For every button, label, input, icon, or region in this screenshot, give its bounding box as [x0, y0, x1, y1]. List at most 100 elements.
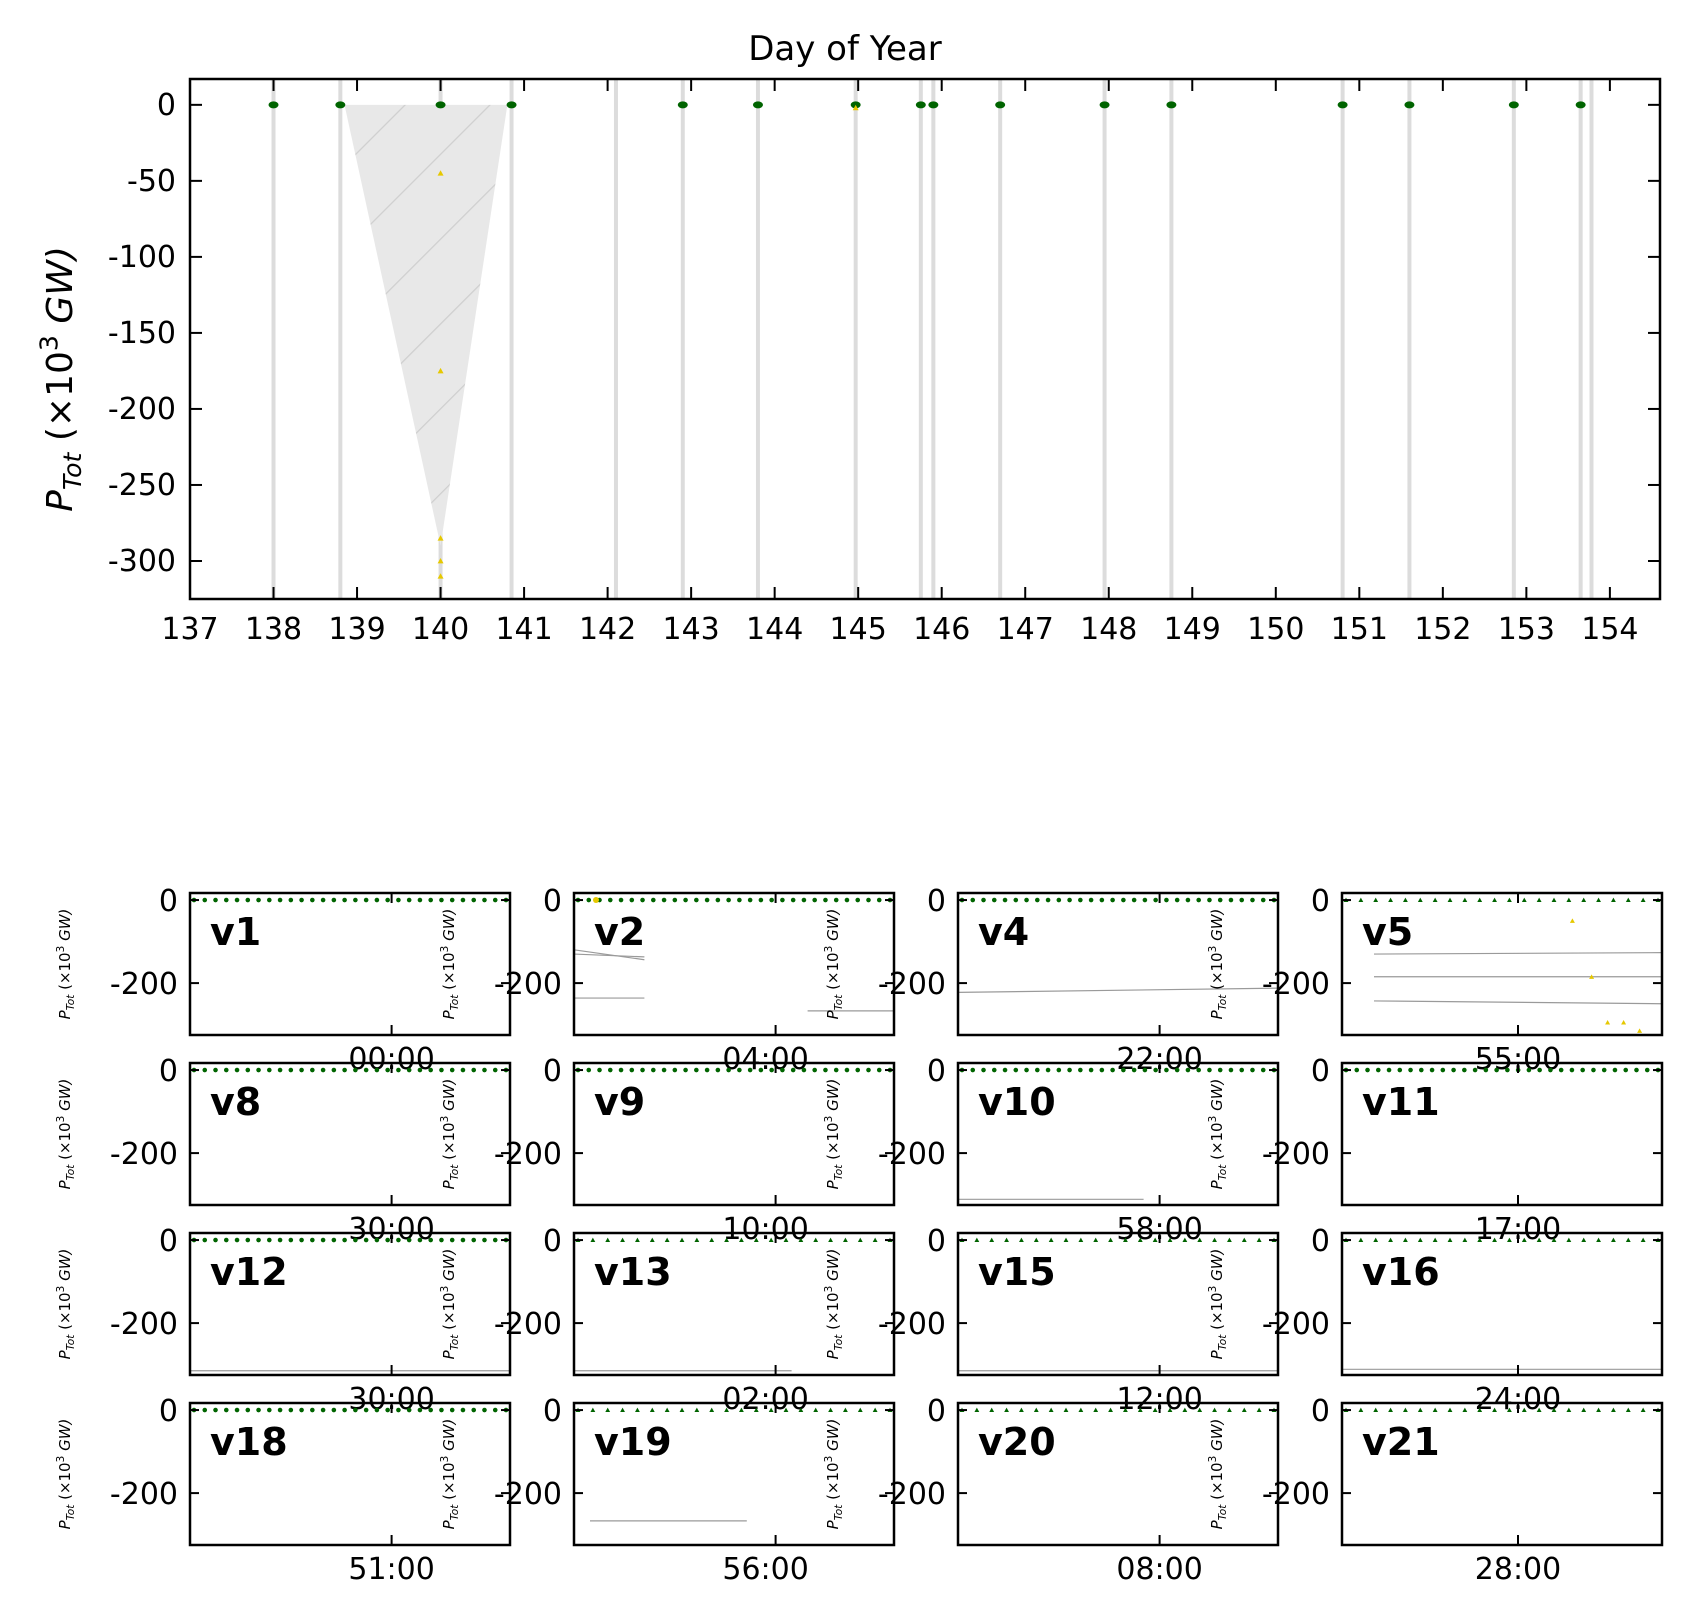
series0-point-8: [928, 101, 939, 109]
subplot-v11-point-13: [1483, 1067, 1489, 1073]
subplot-v18-point-13: [331, 1407, 337, 1413]
subplot-v19-point-20: [872, 1407, 878, 1412]
x-tick-label-141: 141: [495, 612, 552, 647]
subplot-v18-point-14: [342, 1407, 347, 1413]
subplot-v19-point-3: [620, 1407, 625, 1412]
subplot-v11-point-24: [1601, 1067, 1607, 1073]
subplot-v5-yellow-2: [1605, 1020, 1611, 1025]
subplot-v13-ylabel-sup: 3: [439, 1286, 451, 1293]
subplot-v11-point-4: [1386, 1067, 1392, 1073]
subplot-v16-point-10: [1492, 1237, 1497, 1242]
subplot-v1-point-28: [492, 897, 498, 903]
subplot-v9-point-1: [586, 1067, 592, 1073]
subplot-v10-point-18: [1153, 1067, 1158, 1073]
subplot-v1-point-9: [288, 897, 294, 903]
subplot-v18-point-28: [492, 1407, 498, 1413]
subplot-v2-point-24: [833, 897, 839, 903]
subplot-v18-ylabel-sup: 3: [55, 1456, 67, 1463]
subplot-v4-point-22: [1196, 897, 1201, 903]
subplot-v9-point-24: [833, 1067, 839, 1073]
main-ylabel-base: P: [40, 490, 81, 512]
subplot-v2-point-8: [661, 897, 667, 903]
subplot-v11-label: v11: [1362, 1080, 1440, 1124]
subplot-v9-point-22: [812, 1067, 817, 1073]
subplot-v4-point-6: [1024, 897, 1029, 903]
subplot-v16-point-5: [1417, 1237, 1423, 1242]
subplot-v1-point-3: [223, 897, 229, 903]
subplot-v8-point-28: [492, 1067, 498, 1073]
subplot-v9-point-20: [790, 1067, 796, 1073]
subplot-v5-ylabel-sub: Tot: [1217, 994, 1229, 1011]
subplot-v9-point-27: [866, 1067, 871, 1073]
subplot-v13-point-19: [857, 1237, 863, 1242]
subplot-v13-point-11: [739, 1237, 744, 1242]
subplot-v15-point-8: [1078, 1237, 1084, 1242]
subplot-v21-ytick-label--200: -200: [1262, 1477, 1330, 1512]
subplot-v18-point-6: [256, 1407, 261, 1413]
subplot-v13-point-14: [783, 1237, 789, 1242]
subplot-v2-point-5: [629, 897, 635, 903]
subplot-v16-point-3: [1388, 1237, 1393, 1242]
subplot-v21-point-2: [1373, 1407, 1379, 1412]
subplot-v4-point-5: [1013, 897, 1019, 903]
subplot-v13-xtick-label: 02:00: [722, 1382, 808, 1417]
subplot-v1-ytick-label--200: -200: [110, 967, 178, 1002]
subplot-v16-point-13: [1536, 1237, 1542, 1242]
subplot-v9-point-9: [672, 1067, 678, 1073]
subplot-v8-point-9: [288, 1067, 294, 1073]
subplot-v15-frame: [956, 1231, 1280, 1377]
subplot-v20-frame: [956, 1401, 1280, 1547]
series0-point-0: [268, 101, 279, 109]
subplot-v16-point-9: [1477, 1237, 1483, 1242]
subplot-v5-ytick-label-0: 0: [1311, 884, 1330, 919]
x-tick-label-139: 139: [328, 612, 385, 647]
subplot-v2-point-15: [737, 897, 742, 903]
subplot-v12-point-1: [202, 1237, 208, 1243]
y-tick-label--300: -300: [108, 544, 176, 579]
subplot-v11-ytick-label-0: 0: [1311, 1054, 1330, 1089]
subplot-v16-ylabel: PTot (×103 GW): [1207, 1249, 1229, 1360]
subplot-v20-point-19: [1241, 1407, 1247, 1412]
subplot-v9-point-10: [683, 1067, 688, 1073]
subplot-v10-point-20: [1174, 1067, 1180, 1073]
subplot-v13-point-13: [768, 1237, 774, 1242]
subplot-v11-point-19: [1548, 1067, 1553, 1073]
subplot-v21-point-7: [1447, 1407, 1453, 1412]
subplot-v10-label: v10: [978, 1080, 1056, 1124]
subplot-v20-point-15: [1182, 1407, 1188, 1412]
subplot-v10-point-6: [1024, 1067, 1029, 1073]
main-ylabel-unit: GW): [40, 246, 81, 335]
subplot-v10-frame: [956, 1061, 1280, 1207]
subplot-v12-ylabel-sup: 3: [55, 1286, 67, 1293]
subplot-v9-frame: [572, 1061, 896, 1207]
subplot-v10-ylabel: PTot (×103 GW): [823, 1079, 845, 1190]
series0-point-7: [915, 101, 926, 109]
subplot-v15-ytick-label-0: 0: [927, 1224, 946, 1259]
subplot-v13-frame: [572, 1231, 896, 1377]
subplot-v21-ylabel-unit: GW): [1208, 1419, 1226, 1456]
subplot-v9-ylabel-unit: GW): [440, 1079, 458, 1116]
x-tick-label-137: 137: [161, 612, 218, 647]
subplot-v19-xtick-label: 56:00: [722, 1552, 808, 1587]
subplot-v18-point-21: [417, 1407, 423, 1413]
subplot-v13-point-16: [813, 1237, 819, 1242]
subplot-v11-point-27: [1634, 1067, 1639, 1073]
subplot-v1-point-25: [460, 897, 466, 903]
subplot-v1-point-19: [396, 897, 401, 903]
subplot-v21-ylabel: PTot (×103 GW): [1207, 1419, 1229, 1530]
subplot-v9-point-6: [640, 1067, 645, 1073]
y-tick-label--250: -250: [108, 468, 176, 503]
subplot-v21-point-4: [1403, 1407, 1408, 1412]
subplot-v5-point-7: [1447, 897, 1453, 902]
subplot-v12-point-20: [406, 1237, 412, 1243]
subplot-v9-point-25: [844, 1067, 850, 1073]
subplot-v8-point-17: [374, 1067, 380, 1073]
subplot-v10-point-8: [1045, 1067, 1051, 1073]
subplot-v18-point-4: [234, 1407, 240, 1413]
subplot-v10-point-21: [1185, 1067, 1191, 1073]
subplot-v4-point-26: [1239, 897, 1245, 903]
subplot-v5-label: v5: [1362, 910, 1413, 954]
subplot-v9-point-5: [629, 1067, 635, 1073]
